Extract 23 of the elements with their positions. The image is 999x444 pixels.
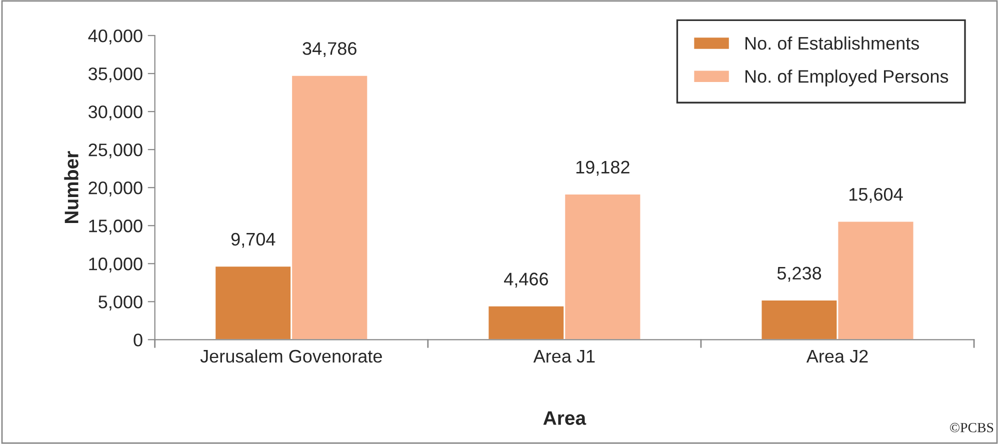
text: ©PCBS (950, 422, 994, 432)
x-tick-label: Area J1 (533, 350, 595, 363)
data-label: 9,704 (231, 232, 276, 248)
y-tick-label: 40,000 (88, 29, 142, 44)
y-axis-title: Number (64, 151, 78, 224)
legend-label: No. of Employed Persons (746, 70, 948, 86)
x-tick-label: Area J2 (806, 350, 868, 363)
x-axis-title: Area (543, 411, 586, 425)
y-tick-label: 10,000 (89, 258, 142, 272)
y-tick-label: 5,000 (98, 296, 142, 310)
y-tick-label: 30,000 (88, 105, 142, 120)
data-label: 5,238 (777, 266, 822, 282)
data-label: 34,786 (302, 42, 356, 58)
y-tick-label: 0 (134, 334, 142, 346)
y-tick-label: 35,000 (88, 67, 142, 82)
y-tick-label: 15,000 (89, 220, 142, 234)
y-tick-label: 20,000 (88, 182, 142, 196)
data-label: 19,182 (576, 160, 630, 176)
y-tick-label: 25,000 (88, 144, 142, 158)
data-label: 4,466 (504, 272, 548, 288)
x-tick-label: Jerusalem Govenorate (200, 349, 382, 363)
data-label: 15,604 (849, 188, 903, 203)
legend-label: No. of Establishments (746, 36, 919, 50)
